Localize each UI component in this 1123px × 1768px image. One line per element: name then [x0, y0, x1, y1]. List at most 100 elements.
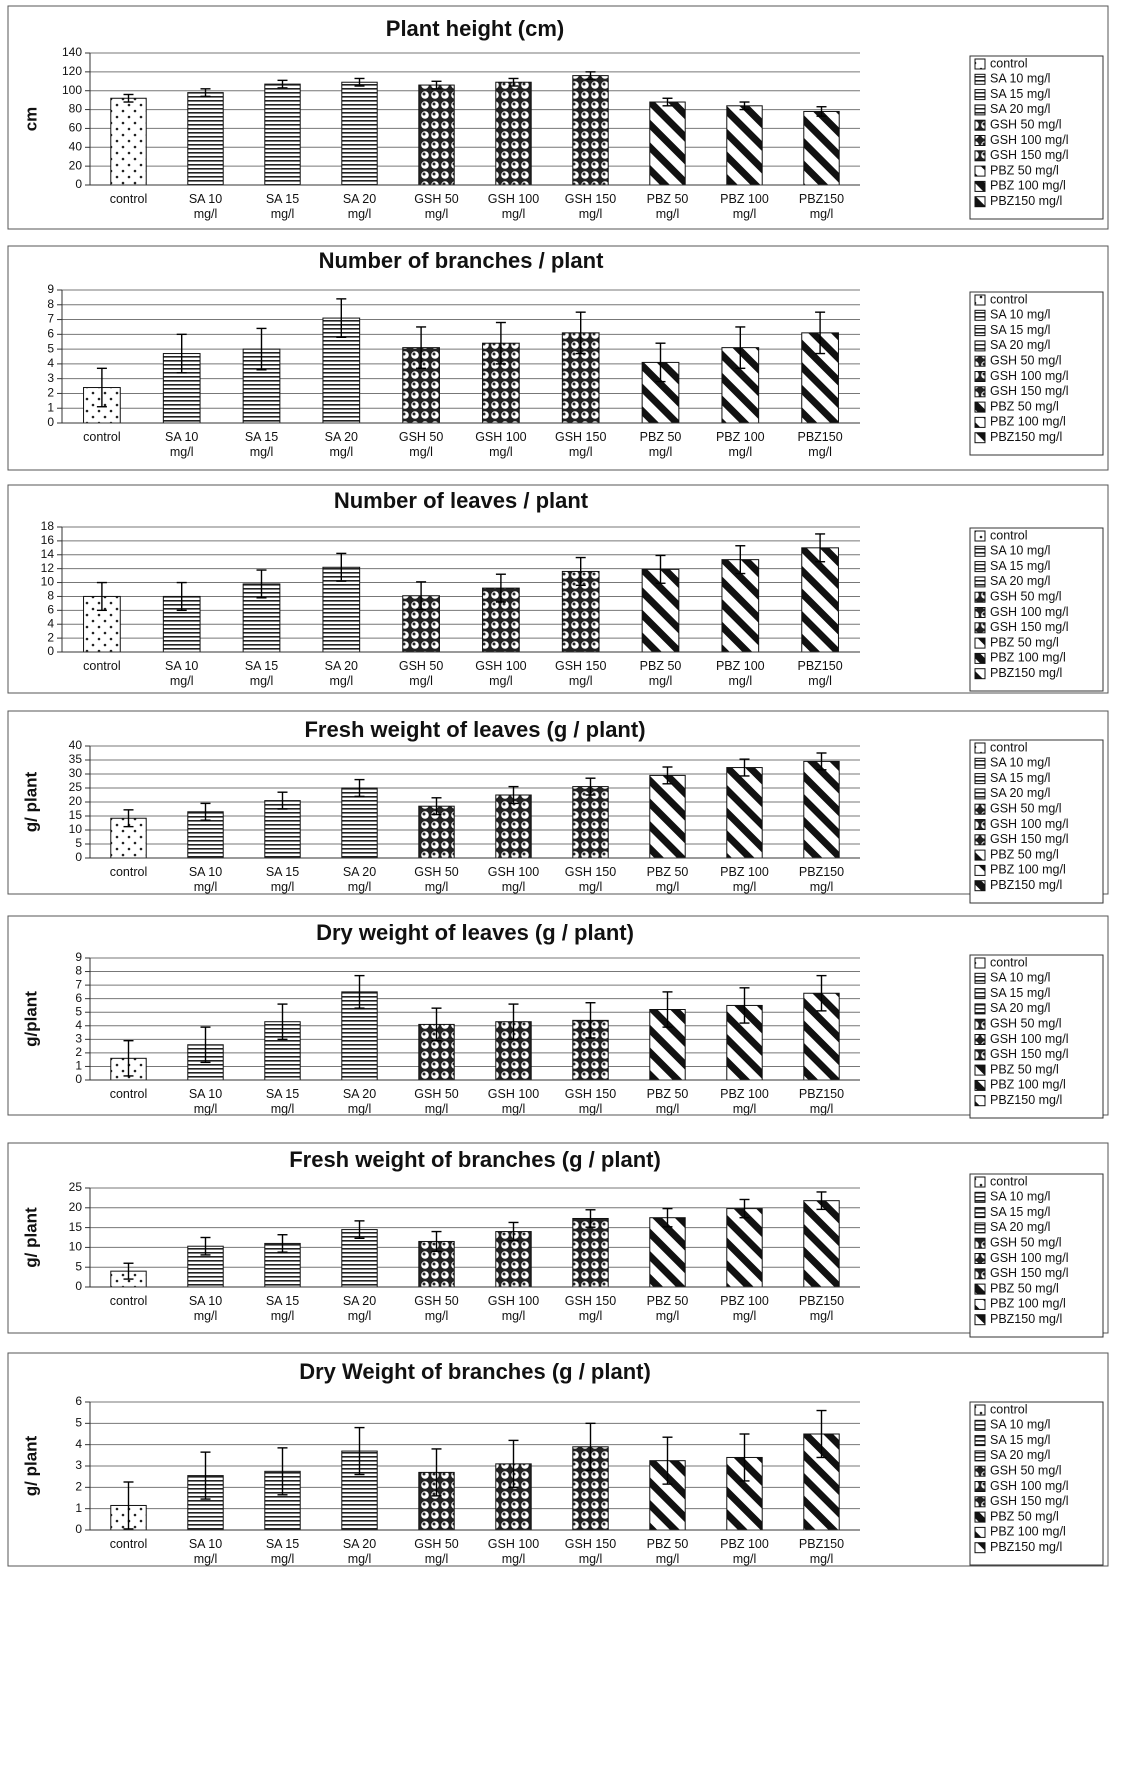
y-tick-label: 5 — [75, 1416, 82, 1430]
legend-swatch — [974, 1176, 986, 1188]
y-tick-label: 6 — [47, 603, 54, 617]
y-axis-label: g/ plant — [21, 1207, 40, 1268]
y-axis-label: g/plant — [21, 991, 40, 1047]
legend-swatch — [974, 1526, 986, 1538]
legend-swatch — [974, 1191, 986, 1203]
y-tick-label: 3 — [75, 1032, 82, 1046]
y-tick-label: 2 — [47, 386, 54, 400]
legend — [969, 739, 1104, 904]
legend-label: GSH 150 mg/l — [990, 1494, 1069, 1508]
legend-label: SA 20 mg/l — [990, 1448, 1050, 1462]
x-tick-label: control — [110, 192, 148, 206]
x-tick-label: PBZ 100 mg/l — [720, 865, 769, 894]
y-tick-label: 2 — [75, 1480, 82, 1494]
legend-label: SA 20 mg/l — [990, 1220, 1050, 1234]
legend-label: control — [990, 955, 1028, 969]
x-tick-label: PBZ 100 mg/l — [716, 430, 765, 459]
legend-label: GSH 50 mg/l — [990, 1235, 1062, 1249]
legend-swatch — [974, 325, 986, 337]
bar — [649, 774, 686, 859]
legend-label: GSH 100 mg/l — [990, 369, 1069, 383]
x-tick-label: PBZ 50 mg/l — [647, 192, 689, 221]
y-tick-label: 15 — [69, 808, 83, 822]
x-tick-label: PBZ150 mg/l — [798, 659, 843, 688]
bar — [341, 991, 378, 1081]
legend-swatch — [974, 165, 986, 177]
y-tick-label: 1 — [75, 1059, 82, 1073]
legend-swatch — [974, 294, 986, 306]
x-tick-label: SA 15 mg/l — [266, 1537, 299, 1566]
x-tick-label: SA 15 mg/l — [266, 1087, 299, 1116]
bar — [264, 800, 301, 859]
legend-swatch — [974, 637, 986, 649]
legend-swatch — [974, 1481, 986, 1492]
y-tick-label: 30 — [69, 766, 83, 780]
y-tick-label: 4 — [75, 1437, 82, 1451]
legend-label: PBZ 50 mg/l — [990, 847, 1059, 861]
legend-label: SA 15 mg/l — [990, 1433, 1050, 1447]
y-tick-label: 80 — [69, 102, 83, 116]
y-tick-label: 40 — [69, 139, 83, 153]
x-tick-label: SA 20 mg/l — [343, 1294, 376, 1323]
y-tick-label: 5 — [47, 341, 54, 355]
bar — [572, 75, 609, 186]
legend-label: PBZ 50 mg/l — [990, 163, 1059, 177]
bar — [341, 81, 378, 186]
bar — [803, 1200, 840, 1288]
legend-label: SA 20 mg/l — [990, 786, 1050, 800]
legend-swatch — [974, 834, 986, 846]
x-tick-label: GSH 100 mg/l — [488, 1294, 539, 1323]
x-tick-label: GSH 50 mg/l — [414, 865, 459, 894]
x-tick-label: GSH 100 mg/l — [475, 430, 526, 459]
legend-swatch — [974, 1511, 986, 1523]
legend-swatch — [974, 1450, 986, 1462]
x-tick-label: SA 10 mg/l — [189, 1537, 222, 1566]
legend-label: PBZ150 mg/l — [990, 666, 1062, 680]
legend-label: SA 15 mg/l — [990, 559, 1050, 573]
bar — [187, 92, 224, 186]
y-tick-label: 4 — [47, 356, 54, 370]
legend-swatch — [974, 1298, 986, 1310]
legend-swatch — [974, 1207, 986, 1219]
legend-label: SA 15 mg/l — [990, 1205, 1050, 1219]
x-tick-label: SA 20 mg/l — [343, 865, 376, 894]
legend-swatch — [974, 864, 986, 876]
y-tick-label: 1 — [75, 1501, 82, 1515]
legend-swatch — [974, 1064, 986, 1076]
legend-label: GSH 150 mg/l — [990, 832, 1069, 846]
chart-title: Dry Weight of branches (g / plant) — [299, 1359, 651, 1384]
x-tick-label: PBZ150 mg/l — [799, 1537, 844, 1566]
legend-label: control — [990, 740, 1028, 754]
x-tick-label: GSH 50 mg/l — [414, 1087, 459, 1116]
x-tick-label: SA 10 mg/l — [189, 192, 222, 221]
chart-panel: Fresh weight of branches (g / plant) 0 5 10… — [7, 1142, 1109, 1338]
y-tick-label: 8 — [47, 297, 54, 311]
x-tick-label: SA 15 mg/l — [245, 659, 278, 688]
bar — [418, 84, 455, 186]
x-tick-label: SA 10 mg/l — [165, 659, 198, 688]
legend-swatch — [974, 58, 986, 70]
bar — [649, 1217, 686, 1288]
legend-swatch — [974, 1542, 986, 1554]
bar — [341, 787, 378, 859]
legend-label: PBZ150 mg/l — [990, 1093, 1062, 1107]
legend-swatch — [974, 401, 986, 413]
legend-swatch — [974, 371, 986, 382]
legend-label: SA 10 mg/l — [990, 72, 1050, 86]
y-tick-label: 60 — [69, 121, 83, 135]
y-tick-label: 16 — [41, 533, 55, 547]
legend-label: control — [990, 1174, 1028, 1188]
x-tick-label: PBZ150 mg/l — [799, 1087, 844, 1116]
legend-swatch — [974, 119, 986, 131]
bar — [801, 547, 839, 653]
legend-swatch — [974, 788, 986, 800]
legend-swatch — [974, 803, 986, 815]
legend-swatch — [974, 89, 986, 101]
bar — [264, 83, 301, 186]
legend-swatch — [974, 622, 986, 634]
legend-label: PBZ150 mg/l — [990, 1312, 1062, 1326]
legend-label: GSH 150 mg/l — [990, 1047, 1069, 1061]
bar — [721, 559, 760, 653]
legend-swatch — [974, 988, 986, 1000]
legend-label: PBZ150 mg/l — [990, 878, 1062, 892]
